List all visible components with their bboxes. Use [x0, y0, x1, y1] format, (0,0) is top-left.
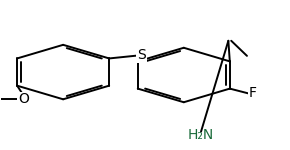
Text: S: S: [137, 48, 146, 62]
Text: O: O: [18, 92, 29, 106]
Text: F: F: [249, 86, 257, 100]
Text: H₂N: H₂N: [188, 128, 214, 142]
